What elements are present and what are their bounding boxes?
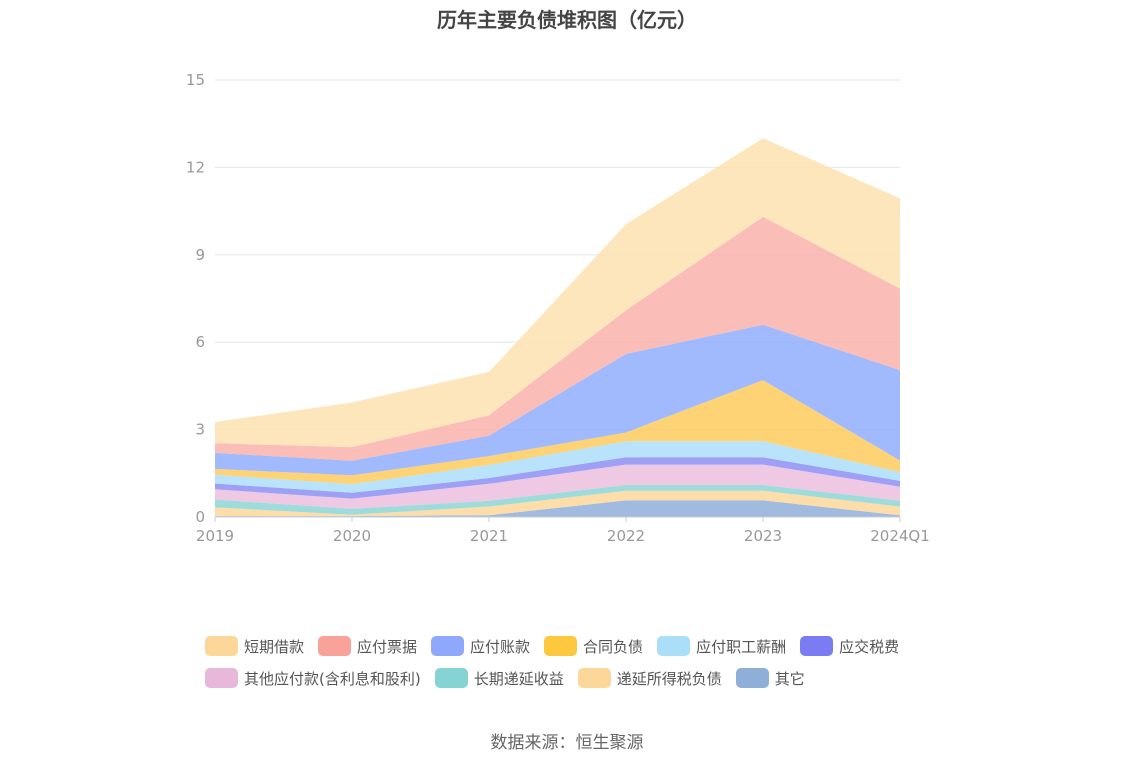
legend-swatch — [431, 636, 465, 656]
legend-label: 应交税费 — [839, 637, 900, 656]
legend-label: 其它 — [774, 669, 805, 688]
area-series — [215, 464, 900, 509]
legend-item[interactable]: 短期借款 — [205, 636, 304, 657]
area-series — [215, 490, 900, 517]
area-series — [215, 138, 900, 448]
y-tick-label: 12 — [186, 158, 205, 176]
area-series — [215, 441, 900, 493]
area-series — [215, 324, 900, 476]
chart-title: 历年主要负债堆积图（亿元） — [437, 8, 697, 32]
legend-row: 短期借款 应付票据 应付账款 合同负债 应付职工薪酬 应交税费 — [205, 630, 945, 662]
legend-label: 长期递延收益 — [473, 669, 564, 688]
legend-label: 应付职工薪酬 — [696, 637, 787, 656]
stacked-areas — [215, 138, 900, 517]
legend-item[interactable]: 长期递延收益 — [434, 668, 564, 689]
x-tick-label: 2020 — [333, 527, 371, 545]
legend-swatch — [544, 636, 578, 656]
legend-item[interactable]: 应付票据 — [318, 636, 417, 657]
legend-swatch — [318, 636, 352, 656]
y-tick-label: 0 — [195, 508, 205, 526]
legend-swatch — [205, 636, 238, 656]
area-series — [215, 500, 900, 517]
legend-item[interactable]: 应交税费 — [800, 636, 899, 657]
legend-swatch — [800, 636, 834, 656]
x-tick-label: 2023 — [744, 527, 782, 545]
legend-item[interactable]: 其它 — [735, 668, 805, 689]
data-source: 数据来源：恒生聚源 — [490, 733, 644, 753]
legend-label: 应付账款 — [470, 637, 531, 656]
legend-item[interactable]: 递延所得税负债 — [577, 668, 722, 689]
legend-item[interactable]: 应付职工薪酬 — [657, 636, 786, 657]
x-tick-label: 2021 — [470, 527, 508, 545]
y-tick-label: 3 — [195, 421, 205, 439]
area-series — [215, 216, 900, 461]
y-tick-label: 9 — [195, 246, 205, 264]
legend-label: 其他应付款(含利息和股利) — [244, 669, 421, 688]
legend-item[interactable]: 合同负债 — [544, 636, 643, 657]
legend-swatch — [735, 668, 769, 688]
x-tick-label: 2019 — [196, 527, 234, 545]
area-series — [215, 485, 900, 515]
legend-item[interactable]: 其他应付款(含利息和股利) — [205, 668, 421, 689]
y-tick-label: 15 — [186, 71, 205, 89]
legend-item[interactable]: 应付账款 — [431, 636, 530, 657]
legend-swatch — [434, 668, 468, 688]
legend-swatch — [577, 668, 611, 688]
legend-label: 应付票据 — [357, 637, 418, 656]
y-tick-label: 6 — [195, 333, 205, 351]
legend-row: 其他应付款(含利息和股利) 长期递延收益 递延所得税负债 其它 — [205, 662, 945, 694]
legend-label: 递延所得税负债 — [616, 669, 722, 688]
legend: 短期借款 应付票据 应付账款 合同负债 应付职工薪酬 应交税费其他应付款(含利息和股利) 长… — [205, 630, 945, 694]
legend-label: 合同负债 — [583, 637, 644, 656]
legend-label: 短期借款 — [244, 637, 305, 656]
legend-swatch — [657, 636, 691, 656]
area-series — [215, 380, 900, 485]
x-tick-label: 2024Q1 — [870, 527, 930, 545]
axes: 0 3 6 9 12 15 2019 2020 2021 2022 2023 2024Q1 — [186, 71, 930, 545]
x-tick-label: 2022 — [607, 527, 645, 545]
legend-swatch — [205, 668, 238, 688]
